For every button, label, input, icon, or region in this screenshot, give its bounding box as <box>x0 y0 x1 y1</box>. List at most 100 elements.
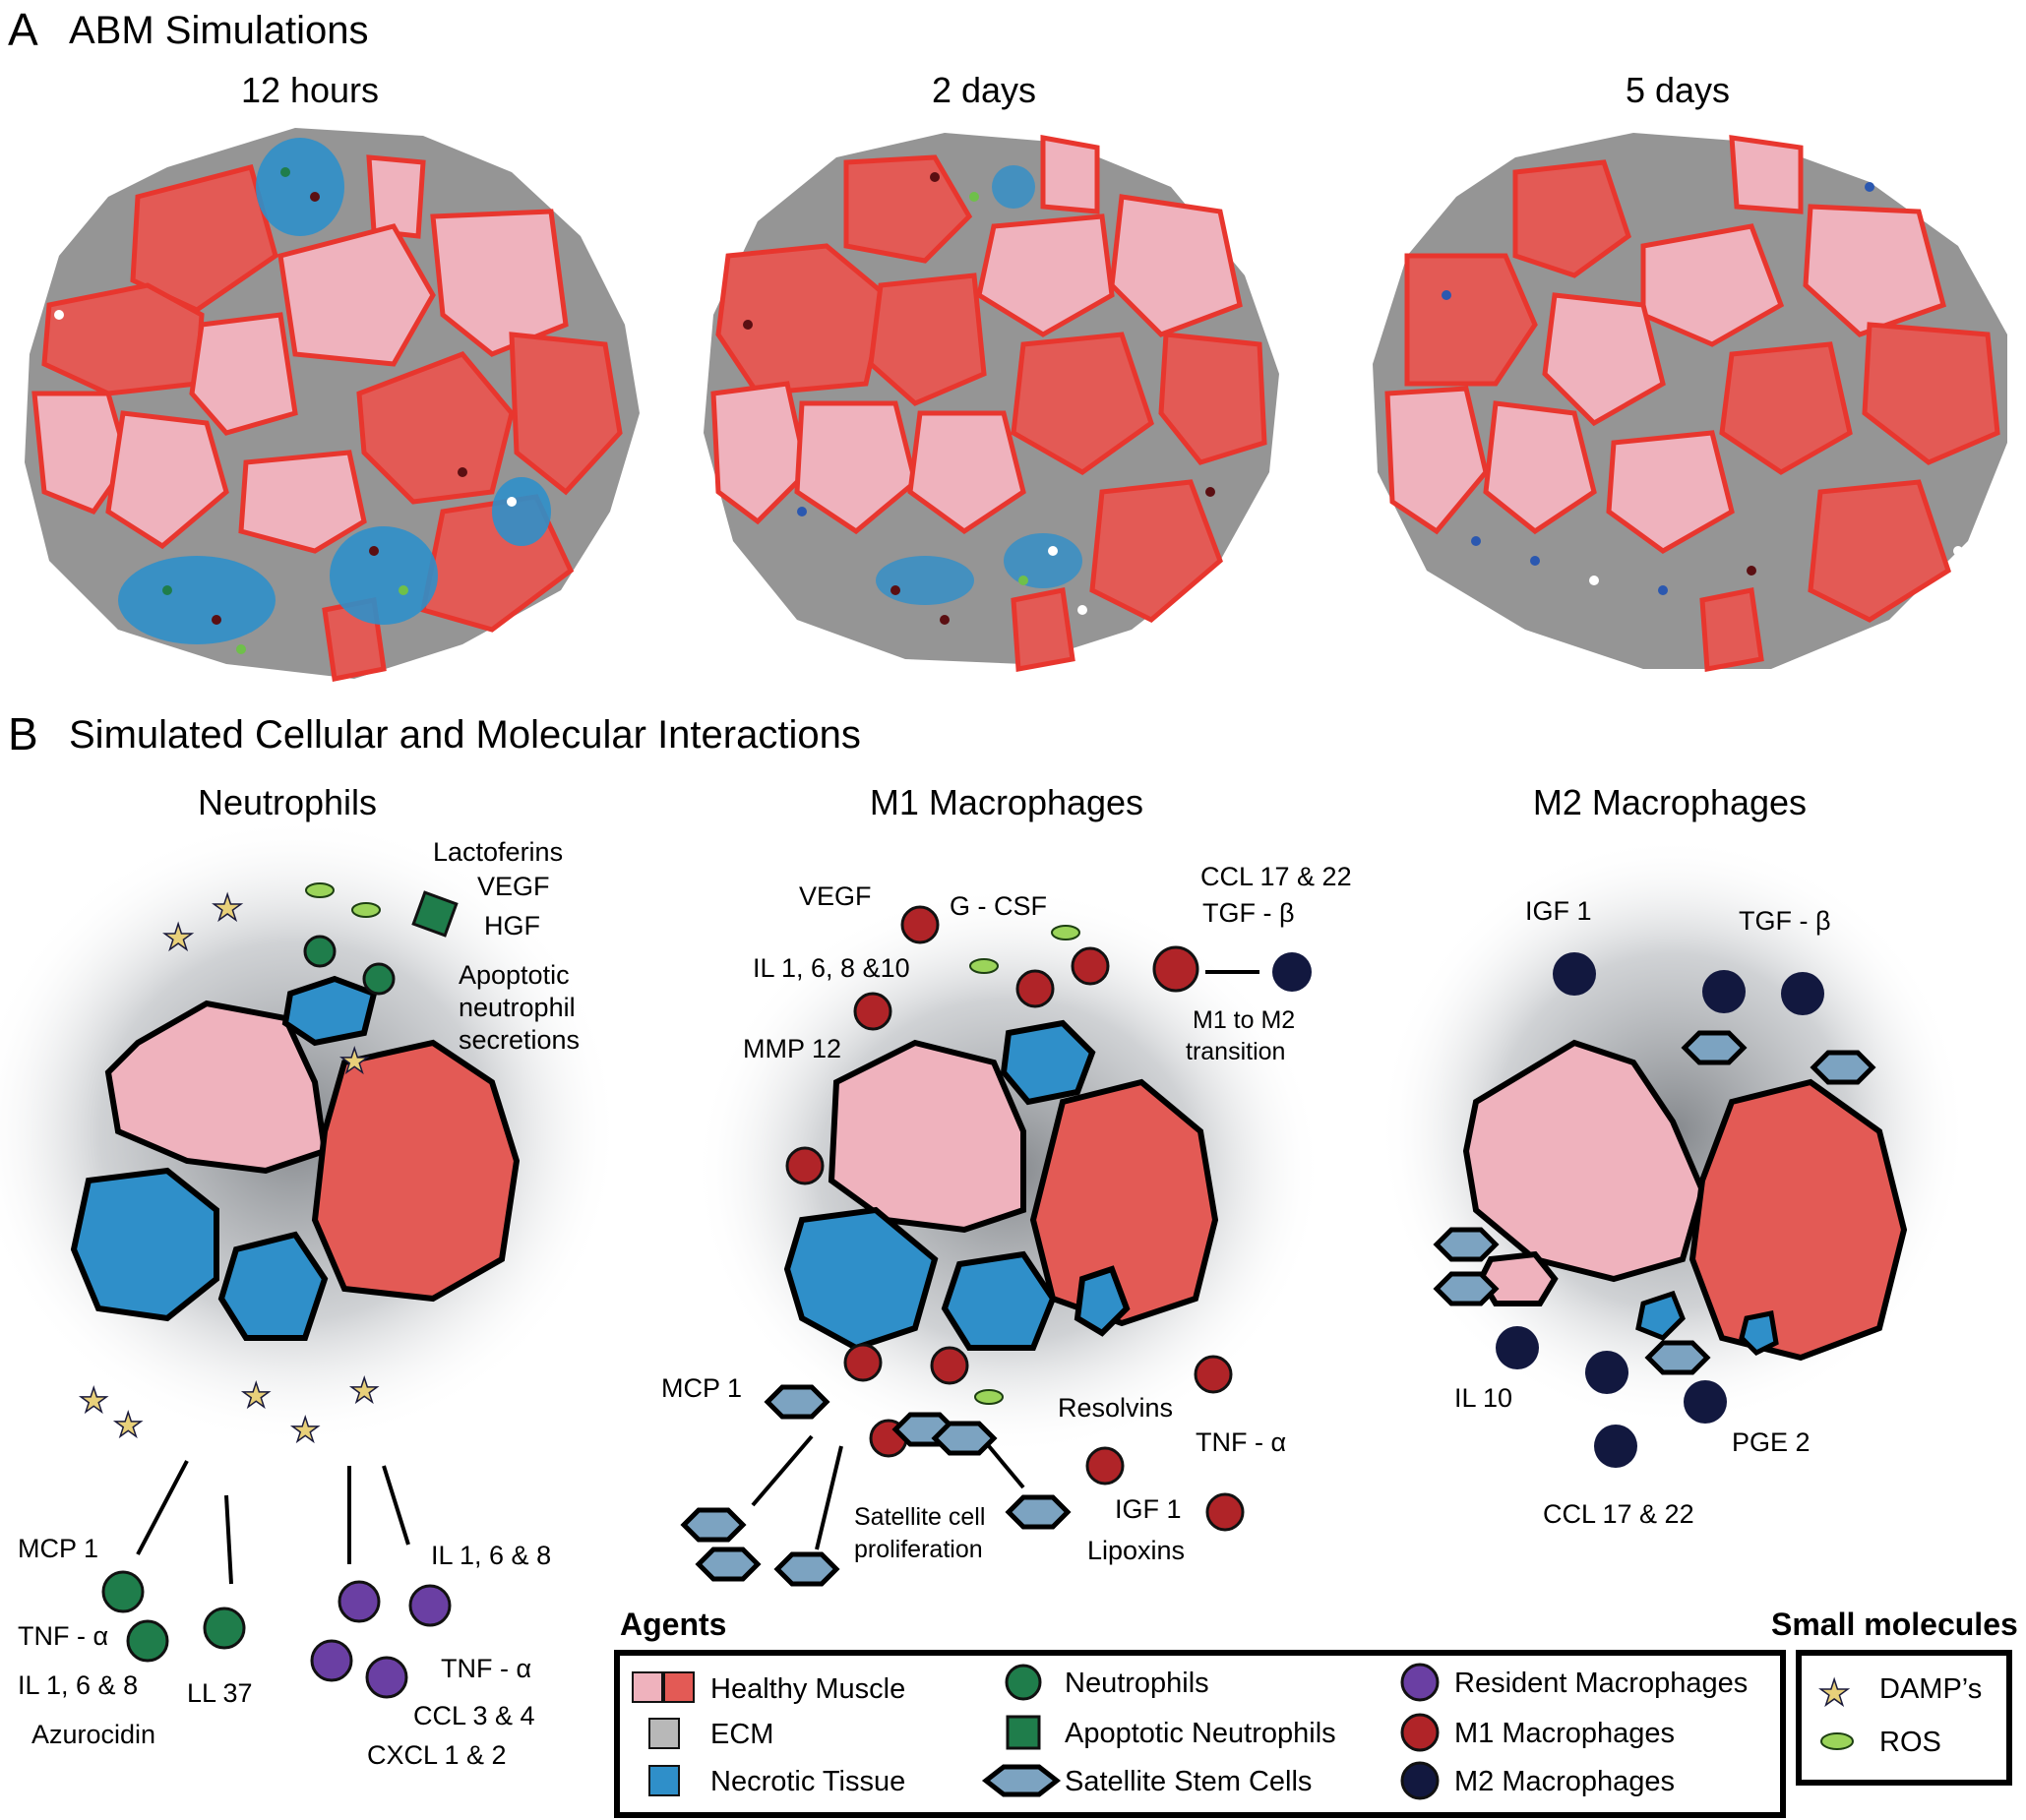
label-ccl-17-22: CCL 17 & 22 <box>1543 1499 1694 1529</box>
satellite-cell <box>695 1547 762 1582</box>
necrotic-tissue <box>217 1231 329 1341</box>
m1-macrophage <box>785 1146 825 1185</box>
label-pge2: PGE 2 <box>1732 1427 1811 1457</box>
fiber-healthy-dark <box>41 282 205 396</box>
label-tgf-b: TGF - β <box>1202 898 1295 928</box>
healthy-fiber-light <box>1462 1039 1706 1283</box>
label-il-1-6-8-10: IL 1, 6, 8 &10 <box>753 953 910 983</box>
timepoint-2d-label: 2 days <box>932 70 1036 110</box>
m2-macrophage <box>1272 952 1312 992</box>
apoptotic-neutrophil-swatch <box>1006 1715 1041 1750</box>
healthy-fiber-dark <box>1688 1078 1908 1362</box>
timepoint-5d-label: 5 days <box>1626 70 1730 110</box>
fiber-healthy-dark <box>715 243 889 396</box>
fiber-healthy-light <box>1040 135 1100 214</box>
recruitment-arrow <box>382 1465 410 1546</box>
m2-macrophages-scenario: M2 Macrophages IGF 1 TGF - β IL 10 PGE 2… <box>1378 782 1968 1529</box>
m1-macrophage <box>900 905 940 944</box>
damp-star: ★ <box>162 917 194 957</box>
necrotic-region <box>118 556 276 644</box>
label-lipoxins: Lipoxins <box>1087 1536 1185 1565</box>
resident-macrophage <box>338 1580 381 1623</box>
m2-macrophage <box>1496 1326 1539 1369</box>
label-il10: IL 10 <box>1454 1383 1512 1413</box>
legend-healthy-muscle: Healthy Muscle <box>710 1673 905 1705</box>
m1-macrophages-scenario: M1 Macrophages VEGF G <box>661 782 1352 1587</box>
label-apoptotic-3: secretions <box>459 1025 580 1055</box>
satellite-cell <box>1433 1227 1500 1262</box>
label-il-1-6-8: IL 1, 6 & 8 <box>18 1670 138 1700</box>
fiber-healthy-dark <box>1808 479 1951 623</box>
satellite-cell <box>1810 1050 1876 1085</box>
label-tnf-a: TNF - α <box>1196 1427 1286 1457</box>
fiber-healthy-light <box>1542 292 1666 427</box>
label-resolvins: Resolvins <box>1058 1393 1173 1423</box>
damp-star: ★ <box>241 1377 271 1415</box>
fiber-healthy-dark <box>1719 341 1853 475</box>
label-azurocidin: Azurocidin <box>31 1720 155 1749</box>
satellite-cell <box>680 1507 747 1543</box>
legend-apoptotic-neutrophils: Apoptotic Neutrophils <box>1065 1718 1336 1749</box>
satellite-cell <box>764 1384 830 1420</box>
fiber-healthy-dark <box>868 273 987 406</box>
m1-macrophage <box>1194 1355 1233 1394</box>
m1-to-m2-cell <box>1152 945 1199 993</box>
fiber-healthy-dark <box>843 154 973 264</box>
damp-star: ★ <box>212 887 243 928</box>
m1-macrophage <box>1015 969 1055 1008</box>
fiber-healthy-dark <box>1011 587 1075 672</box>
fiber-healthy-light <box>1384 386 1489 535</box>
healthy-fiber-dark <box>1029 1078 1219 1327</box>
fiber-healthy-dark <box>1011 332 1154 475</box>
m1-title: M1 Macrophages <box>870 782 1143 822</box>
fiber-healthy-light <box>366 154 426 239</box>
ros-molecule <box>969 958 999 974</box>
fiber-healthy-light <box>794 400 918 535</box>
ros-molecule <box>974 1389 1004 1405</box>
fiber-healthy-dark <box>1089 479 1223 623</box>
neutrophil-cell <box>203 1607 246 1650</box>
healthy-fiber-dark <box>311 1039 521 1303</box>
necrotic-region <box>256 138 344 236</box>
recruitment-arrow <box>815 1445 843 1550</box>
ros-molecule <box>1051 925 1080 940</box>
fiber-healthy-dark <box>509 332 623 496</box>
healthy-fiber-light <box>104 1000 329 1175</box>
agent-dots <box>743 172 1215 625</box>
resident-macrophage-swatch <box>1400 1663 1440 1702</box>
healthy-fiber-small <box>1477 1250 1559 1306</box>
m2-title: M2 Macrophages <box>1533 782 1807 822</box>
legend-satellite: Satellite Stem Cells <box>1065 1766 1312 1797</box>
satellite-swatch <box>981 1764 1062 1797</box>
panel-b-title: Simulated Cellular and Molecular Interac… <box>69 713 861 757</box>
m1-macrophage <box>930 1346 969 1385</box>
legend-damps: DAMP’s <box>1879 1673 1982 1705</box>
damp-star: ★ <box>349 1372 379 1410</box>
fiber-healthy-light <box>1803 204 1947 337</box>
fiber-healthy-light <box>105 410 229 550</box>
damp-star: ★ <box>339 1043 369 1080</box>
small-molecules-title: Small molecules <box>1771 1607 2018 1642</box>
label-mcp1: MCP 1 <box>661 1373 742 1403</box>
simulation-5-days <box>1373 133 2007 672</box>
panel-b-letter: B <box>8 708 38 759</box>
fiber-healthy-dark <box>1158 332 1267 465</box>
label-igf1: IGF 1 <box>1525 896 1592 926</box>
fiber-healthy-dark <box>1512 159 1631 278</box>
m2-macrophage <box>1781 972 1824 1015</box>
label-lactoferins: Lactoferins <box>433 837 563 867</box>
label-mcp1: MCP 1 <box>18 1534 98 1563</box>
damp-star: ★ <box>290 1412 320 1449</box>
panel-a-title: ABM Simulations <box>69 9 369 52</box>
agents-legend-box <box>614 1650 1786 1818</box>
agents-legend: Agents Healthy Muscle ECM Necrotic Tissu… <box>614 1607 1786 1818</box>
timepoint-12h-label: 12 hours <box>241 70 379 110</box>
label-cxcl-1-2: CXCL 1 & 2 <box>367 1740 507 1770</box>
label-ll37: LL 37 <box>187 1678 253 1708</box>
healthy-fiber-light <box>828 1039 1026 1234</box>
label-tnf-a: TNF - α <box>18 1621 108 1651</box>
fiber-healthy-light <box>1483 400 1597 535</box>
simulation-12-hours <box>25 128 640 682</box>
fiber-healthy-light <box>238 450 367 554</box>
fiber-healthy-light <box>1606 430 1735 554</box>
